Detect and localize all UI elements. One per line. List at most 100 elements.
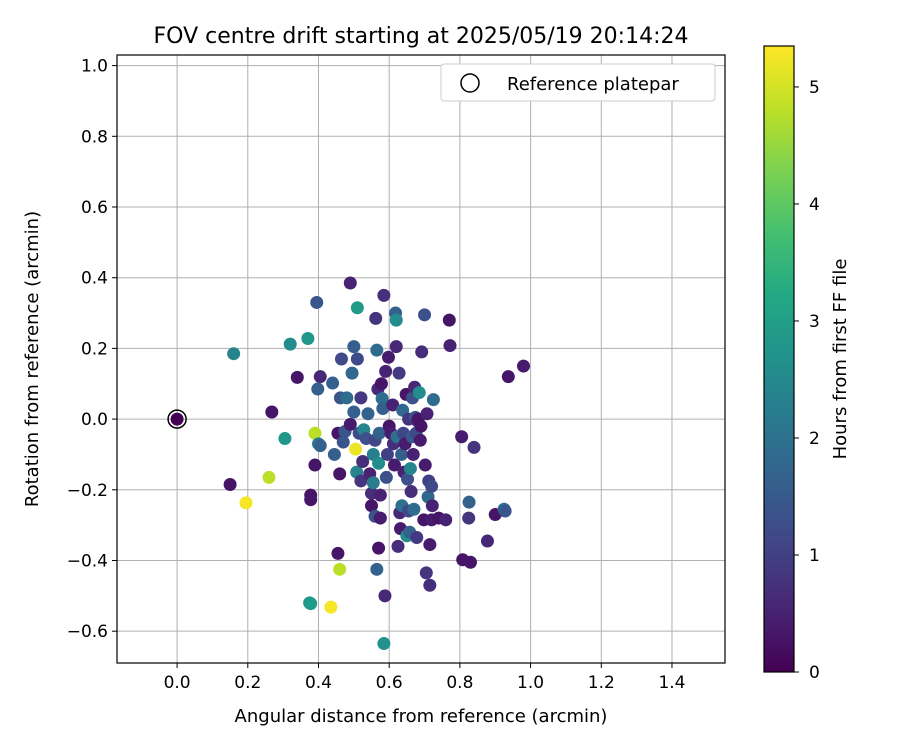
data-point [418,458,432,472]
colorbar-tick-label: 0 [809,663,820,683]
legend-marker [460,73,480,93]
x-tick-label: 0.8 [446,673,473,693]
data-point [462,511,476,525]
data-point [377,637,391,651]
x-tick-label: 0.6 [376,673,403,693]
data-point [412,386,426,400]
data-point [290,370,304,384]
data-point [333,467,347,481]
data-point [313,370,327,384]
data-points [170,276,531,651]
colorbar-tick-label: 3 [809,312,820,332]
data-point [304,597,318,611]
data-point [378,589,392,603]
data-point [239,496,253,510]
reference-marker [167,409,187,429]
x-axis-ticks: 0.0 0.2 0.4 0.6 0.8 1.0 1.2 1.4 [164,663,686,693]
data-point [420,407,434,421]
data-point [410,531,424,545]
data-point [308,458,322,472]
data-point [426,393,440,407]
data-point [425,499,439,513]
data-point [334,352,348,366]
data-point [356,455,370,469]
y-axis-label: Rotation from reference (arcmin) [22,211,43,507]
data-point [170,412,184,426]
legend-box [440,63,716,102]
y-tick-label: 1.0 [81,57,108,77]
data-point [278,432,292,446]
data-point [366,476,380,490]
data-point [389,340,403,354]
data-point [327,447,341,461]
data-point [414,419,428,433]
data-point [395,447,409,461]
data-point [415,345,429,359]
data-point [361,407,375,421]
data-point [403,462,417,476]
data-point [376,401,390,415]
y-axis-ticks: −0.6 −0.4 −0.2 0.0 0.2 0.4 0.6 0.8 1.0 [67,57,117,642]
x-tick-label: 0.0 [164,673,191,693]
data-point [372,426,386,440]
data-point [401,472,415,486]
x-tick-label: 0.2 [234,673,261,693]
colorbar [763,45,795,673]
data-point [406,447,420,461]
data-point [455,430,469,444]
plot-frame [116,54,726,664]
data-point [349,442,363,456]
data-point [350,352,364,366]
data-point [370,562,384,576]
data-point [467,440,481,454]
data-point [343,417,357,431]
data-point [313,439,327,453]
x-tick-label: 1.2 [588,673,615,693]
data-point [425,479,439,493]
data-point [407,502,421,516]
chart-title: FOV centre drift starting at 2025/05/19 … [154,24,689,49]
data-point [333,562,347,576]
data-point [331,546,345,560]
data-point [462,495,476,509]
data-point [354,474,368,488]
data-point [304,493,318,507]
data-point [380,447,394,461]
data-point [308,426,322,440]
data-point [443,339,457,353]
data-point [418,308,432,322]
reference-circle [167,409,187,429]
data-point [365,499,379,513]
data-point [336,435,350,449]
data-point [310,295,324,309]
legend-label: Reference platepar [507,74,679,95]
data-point [386,398,400,412]
x-tick-label: 0.4 [305,673,332,693]
colorbar-label: Hours from first FF file [830,259,851,460]
data-point [369,311,383,325]
colorbar-tick-label: 4 [809,195,820,215]
data-point [377,288,391,302]
data-point [379,364,393,378]
data-point [442,313,456,327]
y-tick-label: 0.4 [81,269,108,289]
colorbar-tick-label: 2 [809,429,820,449]
data-point [340,391,354,405]
colorbar-ticks: 0 1 2 3 4 5 [794,78,820,683]
data-point [387,458,401,472]
y-tick-label: 0.0 [81,410,108,430]
x-tick-label: 1.0 [517,673,544,693]
data-point [381,350,395,364]
data-point [347,340,361,354]
data-point [283,337,297,351]
data-point [463,555,477,569]
data-point [480,534,494,548]
data-point [324,600,338,614]
y-tick-label: 0.2 [81,339,108,359]
data-point [370,343,384,357]
data-point [223,477,237,491]
data-point [423,578,437,592]
data-point [379,470,393,484]
data-point [262,470,276,484]
